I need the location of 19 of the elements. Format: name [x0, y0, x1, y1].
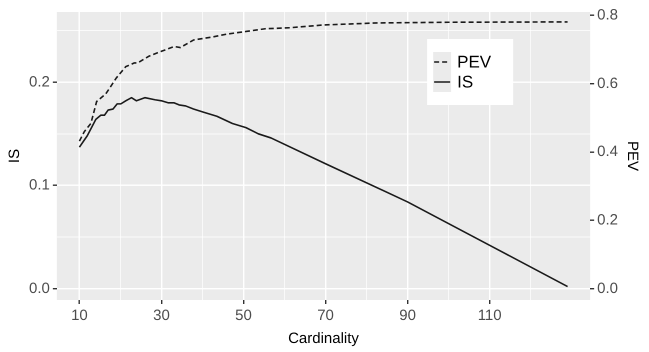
y-tick-label: 0.2: [28, 73, 50, 90]
x-axis-title: Cardinality: [288, 330, 360, 348]
y2-tick-label: 0.4: [597, 143, 618, 160]
y2-tick-label: 0.6: [597, 74, 618, 92]
x-tick-label: 70: [317, 307, 334, 324]
y2-tick-label: 0.0: [597, 280, 618, 297]
y2-tick-label: 0.2: [597, 212, 618, 229]
x-tick-label: 10: [71, 307, 88, 324]
y2-tick-label: 0.8: [597, 6, 618, 24]
legend-label: IS: [457, 72, 474, 92]
legend-label: PEV: [457, 52, 492, 72]
y2-axis-title: PEV: [624, 140, 641, 172]
y-tick-label: 0.0: [28, 280, 50, 297]
y-axis-title: IS: [6, 148, 24, 164]
x-tick-label: 30: [153, 307, 170, 324]
x-tick-label: 90: [399, 307, 416, 324]
y-tick-label: 0.1: [28, 176, 50, 194]
x-tick-label: 50: [235, 307, 252, 324]
x-tick-label: 110: [478, 307, 502, 324]
